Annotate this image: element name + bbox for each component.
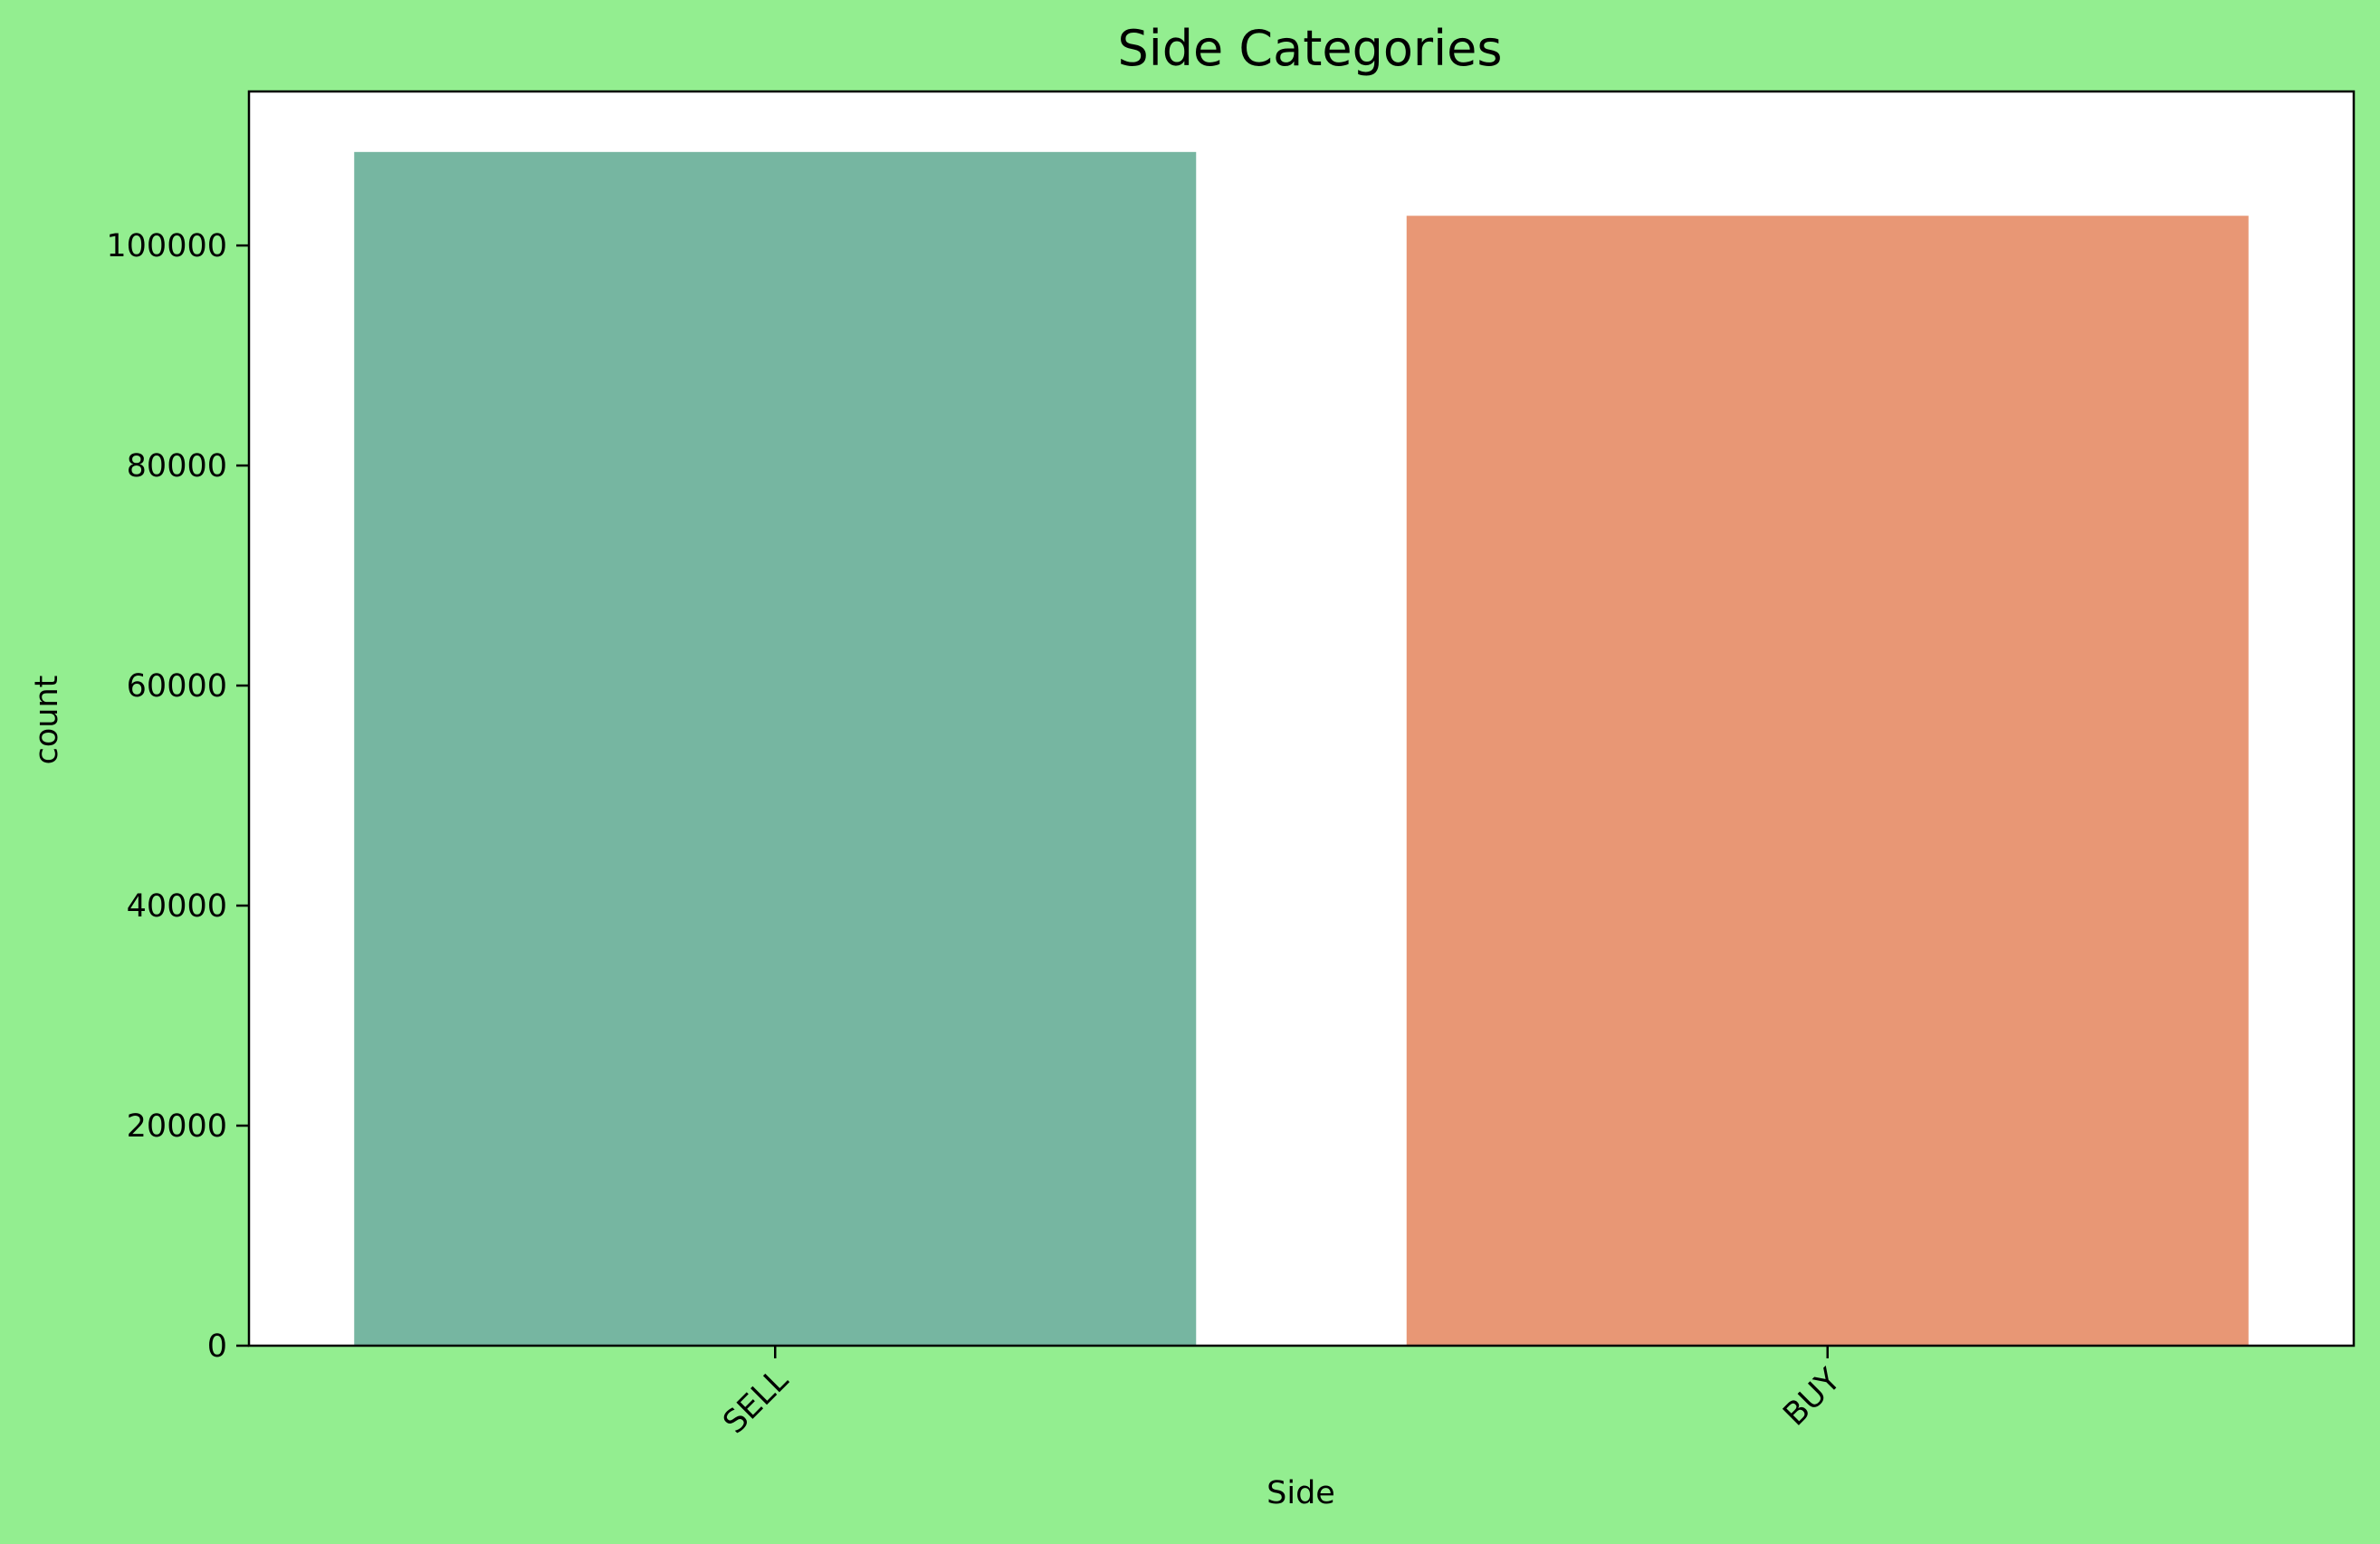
y-axis-title: count	[29, 676, 65, 765]
y-tick-label-80000: 80000	[127, 448, 227, 484]
x-axis-title: Side	[1266, 1475, 1335, 1511]
plot-frame	[247, 90, 2356, 1347]
y-tick-label-60000: 60000	[127, 668, 227, 705]
y-tick-label-0: 0	[207, 1328, 227, 1365]
y-tick-label-20000: 20000	[127, 1108, 227, 1145]
bar-sell	[354, 151, 1197, 1346]
chart-title: Side Categories	[1117, 20, 1502, 77]
y-tick-label-40000: 40000	[127, 888, 227, 925]
bars-layer	[354, 151, 2249, 1346]
y-tick-label-100000: 100000	[106, 228, 227, 264]
bar-buy	[1406, 216, 2249, 1346]
